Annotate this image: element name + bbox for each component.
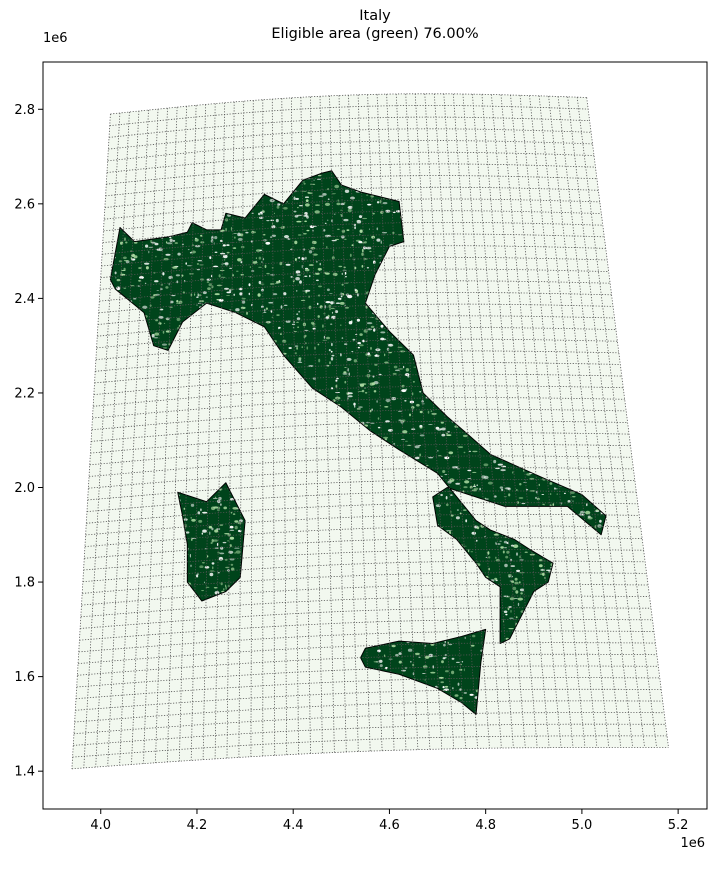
grid-line-v (529, 95, 598, 748)
grid-line-v (107, 110, 140, 767)
grid-line-h (95, 338, 618, 360)
grid-line-h (72, 735, 667, 758)
grid-line-h (78, 630, 654, 653)
grid-line-h (81, 583, 649, 606)
grid-line-h (84, 537, 643, 559)
region-outline-mainland (109, 170, 607, 645)
grid-line-h (86, 490, 637, 512)
grid-line-v (548, 96, 622, 748)
grid-line-h (89, 443, 631, 466)
y-tick-label: 1.8 (14, 576, 35, 591)
grid-line-h (102, 233, 605, 255)
grid-line-v (155, 107, 178, 763)
axes-frame (42, 61, 708, 810)
plot-area (71, 93, 669, 770)
grid-line-h (79, 618, 653, 641)
grid-line-v (414, 93, 455, 749)
grid-line-h (106, 163, 596, 185)
grid-line-v (238, 101, 245, 758)
grid-line-h (91, 420, 628, 442)
grid-line-v (250, 100, 254, 757)
chart-subtitle: Eligible area (green) 76.00% (271, 26, 478, 42)
grid-line-h (91, 408, 627, 431)
x-tick-label: 5.2 (668, 818, 689, 833)
grid-line-h (83, 549, 644, 571)
region-fill-sicily (360, 629, 486, 715)
x-axis: 4.0 4.2 4.4 4.6 4.8 5.0 5.2 (90, 809, 688, 833)
x-tick-label: 4.6 (379, 818, 400, 833)
y-tick-label: 2.4 (14, 292, 35, 307)
grid-line-h (73, 712, 665, 735)
grid-lines (71, 93, 669, 770)
grid-line-v (319, 96, 335, 753)
grid-line-h (80, 607, 652, 629)
grid-line-v (300, 97, 311, 754)
grid-line-h (110, 93, 587, 115)
x-offset-label: 1e6 (680, 836, 705, 851)
grid-line-h (85, 514, 640, 536)
grid-line-h (108, 116, 590, 138)
y-tick-label: 2.8 (14, 103, 35, 118)
grid-line-v (357, 94, 383, 751)
x-tick-label: 4.8 (475, 818, 496, 833)
grid-line-v (376, 94, 407, 750)
region-sardinia (177, 482, 246, 602)
grid-line-h (97, 315, 615, 337)
grid-line-v (367, 94, 395, 751)
grid-line-h (99, 280, 611, 302)
grid-line-h (100, 268, 609, 290)
grid-line-h (87, 478, 635, 501)
grid-line-h (76, 665, 659, 688)
grid-line-h (101, 245, 606, 267)
grid-line-v (472, 94, 526, 748)
grid-line-h (90, 432, 630, 454)
grid-line-h (94, 362, 621, 384)
grid-line-v (424, 93, 467, 749)
y-axis: 1.4 1.6 1.8 2.0 2.2 2.4 2.6 2.8 (14, 103, 43, 780)
y-tick-label: 2.0 (14, 481, 35, 496)
grid-line-v (190, 104, 206, 761)
grid-line-h (84, 525, 641, 547)
y-tick-label: 1.6 (14, 670, 35, 685)
grid-line-v (166, 106, 187, 763)
y-tick-label: 2.2 (14, 386, 35, 401)
grid-line-h (89, 455, 633, 477)
y-tick-label: 1.4 (14, 765, 35, 780)
grid-line-v (481, 94, 538, 748)
grid-line-h (93, 373, 622, 395)
grid-line-v (226, 101, 235, 759)
region-outline-sicily (360, 628, 487, 715)
grid-line-h (102, 221, 603, 243)
x-tick-label: 4.4 (283, 818, 304, 833)
x-tick-label: 4.2 (187, 818, 208, 833)
grid-line-h (103, 210, 602, 232)
grid-line-v (178, 105, 197, 762)
grid-line-v (310, 96, 323, 754)
grid-line-h (82, 572, 647, 594)
grid-line-h (78, 642, 656, 664)
grid-line-v (95, 111, 130, 768)
grid-line-h (73, 723, 666, 746)
grid-line-h (96, 327, 616, 349)
y-offset-label: 1e6 (43, 31, 68, 46)
grid-line-h (95, 350, 619, 372)
grid-line-h (97, 303, 614, 325)
grid-line-h (106, 151, 595, 173)
grid-line-v (491, 94, 550, 748)
x-tick-label: 4.0 (90, 818, 111, 833)
grid-line-v (433, 93, 478, 749)
grid-line-h (100, 256, 608, 279)
y-tick-label: 2.6 (14, 197, 35, 212)
grid-line-h (74, 700, 663, 723)
grid-line-h (86, 502, 638, 524)
grid-line-h (104, 186, 599, 208)
grid-line-v (538, 95, 610, 748)
x-tick-label: 5.0 (572, 818, 593, 833)
grid-line-h (92, 397, 625, 419)
grid-line-v (83, 112, 121, 768)
grid-line-h (105, 175, 597, 197)
chart-title: Italy (359, 8, 391, 24)
